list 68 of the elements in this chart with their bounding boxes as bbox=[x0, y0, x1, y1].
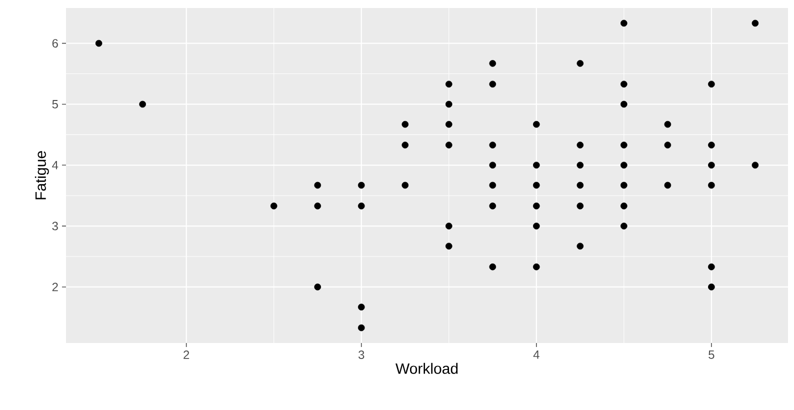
point bbox=[752, 20, 759, 27]
x-tick-label: 5 bbox=[708, 350, 714, 359]
x-tick-label: 3 bbox=[358, 350, 364, 360]
point bbox=[576, 60, 584, 67]
point bbox=[664, 120, 672, 128]
x-axis-title: Workload bbox=[396, 362, 458, 374]
y-tick-label: 4 bbox=[52, 161, 58, 170]
x-tick-label: 2 bbox=[184, 350, 190, 359]
y-axis-title: Fatigue bbox=[34, 151, 49, 200]
point bbox=[489, 263, 496, 270]
point bbox=[314, 182, 322, 189]
point bbox=[95, 40, 102, 47]
point bbox=[314, 284, 322, 290]
point bbox=[708, 162, 715, 169]
point bbox=[489, 182, 496, 189]
point bbox=[489, 202, 496, 210]
point bbox=[576, 242, 584, 250]
point bbox=[708, 182, 715, 189]
point bbox=[270, 202, 278, 210]
y-tick-label: 5 bbox=[52, 100, 58, 108]
point bbox=[620, 142, 628, 148]
point bbox=[445, 100, 452, 108]
point bbox=[402, 182, 409, 189]
point bbox=[314, 202, 322, 210]
point bbox=[489, 60, 496, 67]
y-tick-label: 3 bbox=[52, 222, 58, 230]
y-tick-label: 2 bbox=[52, 282, 58, 292]
point bbox=[708, 263, 715, 270]
point bbox=[489, 162, 496, 169]
point bbox=[533, 120, 540, 128]
point bbox=[752, 162, 759, 169]
point bbox=[533, 202, 540, 210]
point bbox=[620, 80, 628, 88]
point bbox=[533, 162, 540, 169]
point bbox=[576, 202, 584, 210]
point bbox=[445, 242, 452, 250]
point bbox=[576, 162, 584, 169]
point bbox=[358, 202, 365, 210]
point bbox=[708, 80, 715, 88]
point bbox=[489, 80, 496, 88]
point bbox=[664, 182, 672, 189]
point bbox=[708, 284, 715, 290]
point bbox=[620, 20, 628, 27]
point bbox=[358, 182, 365, 189]
point bbox=[402, 120, 409, 128]
point bbox=[620, 202, 628, 210]
x-tick-label: 4 bbox=[533, 350, 540, 359]
point bbox=[139, 100, 146, 108]
point bbox=[358, 304, 365, 310]
point bbox=[576, 182, 584, 189]
point bbox=[358, 324, 365, 332]
y-tick-label: 6 bbox=[52, 39, 58, 48]
point bbox=[445, 142, 452, 148]
point bbox=[533, 222, 540, 230]
point bbox=[576, 142, 584, 148]
point bbox=[620, 222, 628, 230]
point bbox=[664, 142, 672, 148]
point bbox=[445, 80, 452, 88]
point bbox=[402, 142, 409, 148]
point bbox=[533, 263, 540, 270]
point bbox=[445, 120, 452, 128]
point bbox=[708, 142, 715, 148]
point bbox=[620, 162, 628, 169]
point bbox=[445, 222, 452, 230]
point bbox=[533, 182, 540, 189]
point bbox=[620, 100, 628, 108]
point bbox=[620, 182, 628, 189]
point bbox=[489, 142, 496, 148]
